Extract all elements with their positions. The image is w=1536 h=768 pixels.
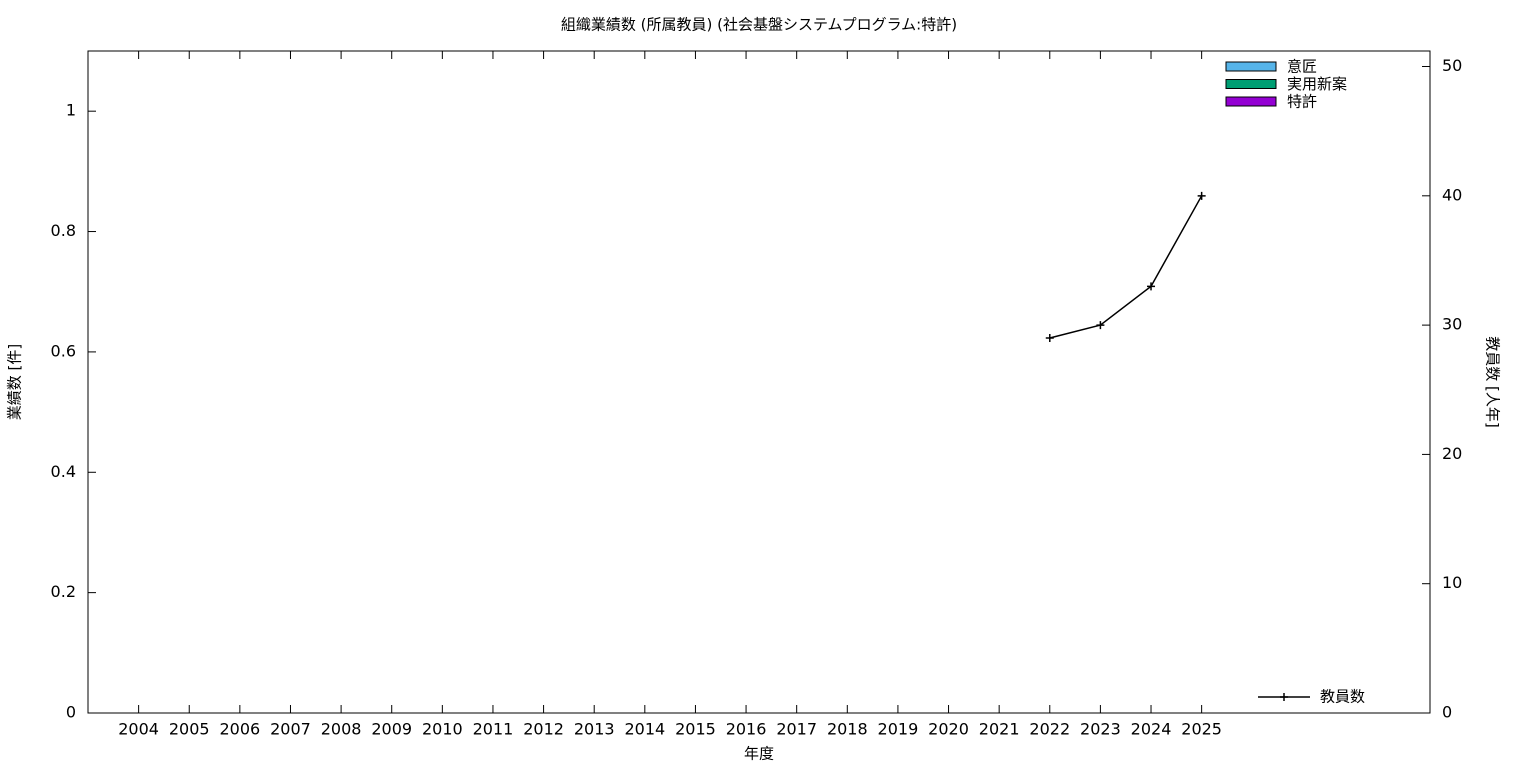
y2-tick-label: 0 bbox=[1442, 703, 1452, 722]
plot-frame bbox=[87, 50, 1431, 714]
x-tick-label: 2015 bbox=[675, 720, 716, 739]
y-tick-label: 0.8 bbox=[51, 221, 76, 240]
x-tick-label: 2004 bbox=[118, 720, 159, 739]
x-axis-label: 年度 bbox=[744, 745, 774, 763]
y-tick-label: 0.4 bbox=[51, 462, 76, 481]
y2-axis-label: 教員数 [人年] bbox=[1484, 336, 1502, 427]
y2-tick-label: 10 bbox=[1442, 573, 1462, 592]
y2-tick-label: 30 bbox=[1442, 315, 1462, 334]
y-tick-label: 0.2 bbox=[51, 582, 76, 601]
legend-marker bbox=[1280, 693, 1288, 701]
x-tick-label: 2016 bbox=[726, 720, 767, 739]
x-tick-label: 2024 bbox=[1131, 720, 1172, 739]
x-tick-label: 2020 bbox=[928, 720, 969, 739]
x-tick-label: 2022 bbox=[1029, 720, 1070, 739]
y2-tick-label: 40 bbox=[1442, 185, 1462, 204]
x-tick-label: 2023 bbox=[1080, 720, 1121, 739]
x-tick-label: 2005 bbox=[169, 720, 210, 739]
legend-swatch bbox=[1225, 96, 1277, 107]
y2-tick-label: 50 bbox=[1442, 56, 1462, 75]
x-tick-label: 2012 bbox=[523, 720, 564, 739]
y2-tick-label: 20 bbox=[1442, 444, 1462, 463]
x-tick-label: 2014 bbox=[624, 720, 665, 739]
y-tick-label: 1 bbox=[66, 101, 76, 120]
x-tick-label: 2011 bbox=[473, 720, 514, 739]
x-tick-label: 2025 bbox=[1181, 720, 1222, 739]
legend-label: 意匠 bbox=[1287, 58, 1317, 76]
x-tick-label: 2007 bbox=[270, 720, 311, 739]
legend-label: 実用新案 bbox=[1287, 75, 1347, 93]
chart-title: 組織業績数 (所属教員) (社会基盤システムプログラム:特許) bbox=[561, 16, 957, 34]
x-tick-label: 2013 bbox=[574, 720, 615, 739]
legend-label: 教員数 bbox=[1320, 688, 1365, 706]
y-tick-label: 0 bbox=[66, 703, 76, 722]
legend-swatch bbox=[1225, 79, 1277, 89]
x-tick-label: 2009 bbox=[371, 720, 412, 739]
y-tick-label: 0.6 bbox=[51, 341, 76, 360]
y-axis-label: 業績数 [件] bbox=[6, 344, 24, 420]
x-tick-label: 2006 bbox=[220, 720, 261, 739]
x-tick-label: 2017 bbox=[776, 720, 817, 739]
x-tick-label: 2018 bbox=[827, 720, 868, 739]
x-tick-label: 2010 bbox=[422, 720, 463, 739]
x-tick-label: 2008 bbox=[321, 720, 362, 739]
legend-swatch bbox=[1225, 61, 1277, 72]
x-tick-label: 2021 bbox=[979, 720, 1020, 739]
legend-label: 特許 bbox=[1287, 93, 1317, 111]
x-tick-label: 2019 bbox=[878, 720, 919, 739]
line bbox=[1049, 195, 1203, 339]
